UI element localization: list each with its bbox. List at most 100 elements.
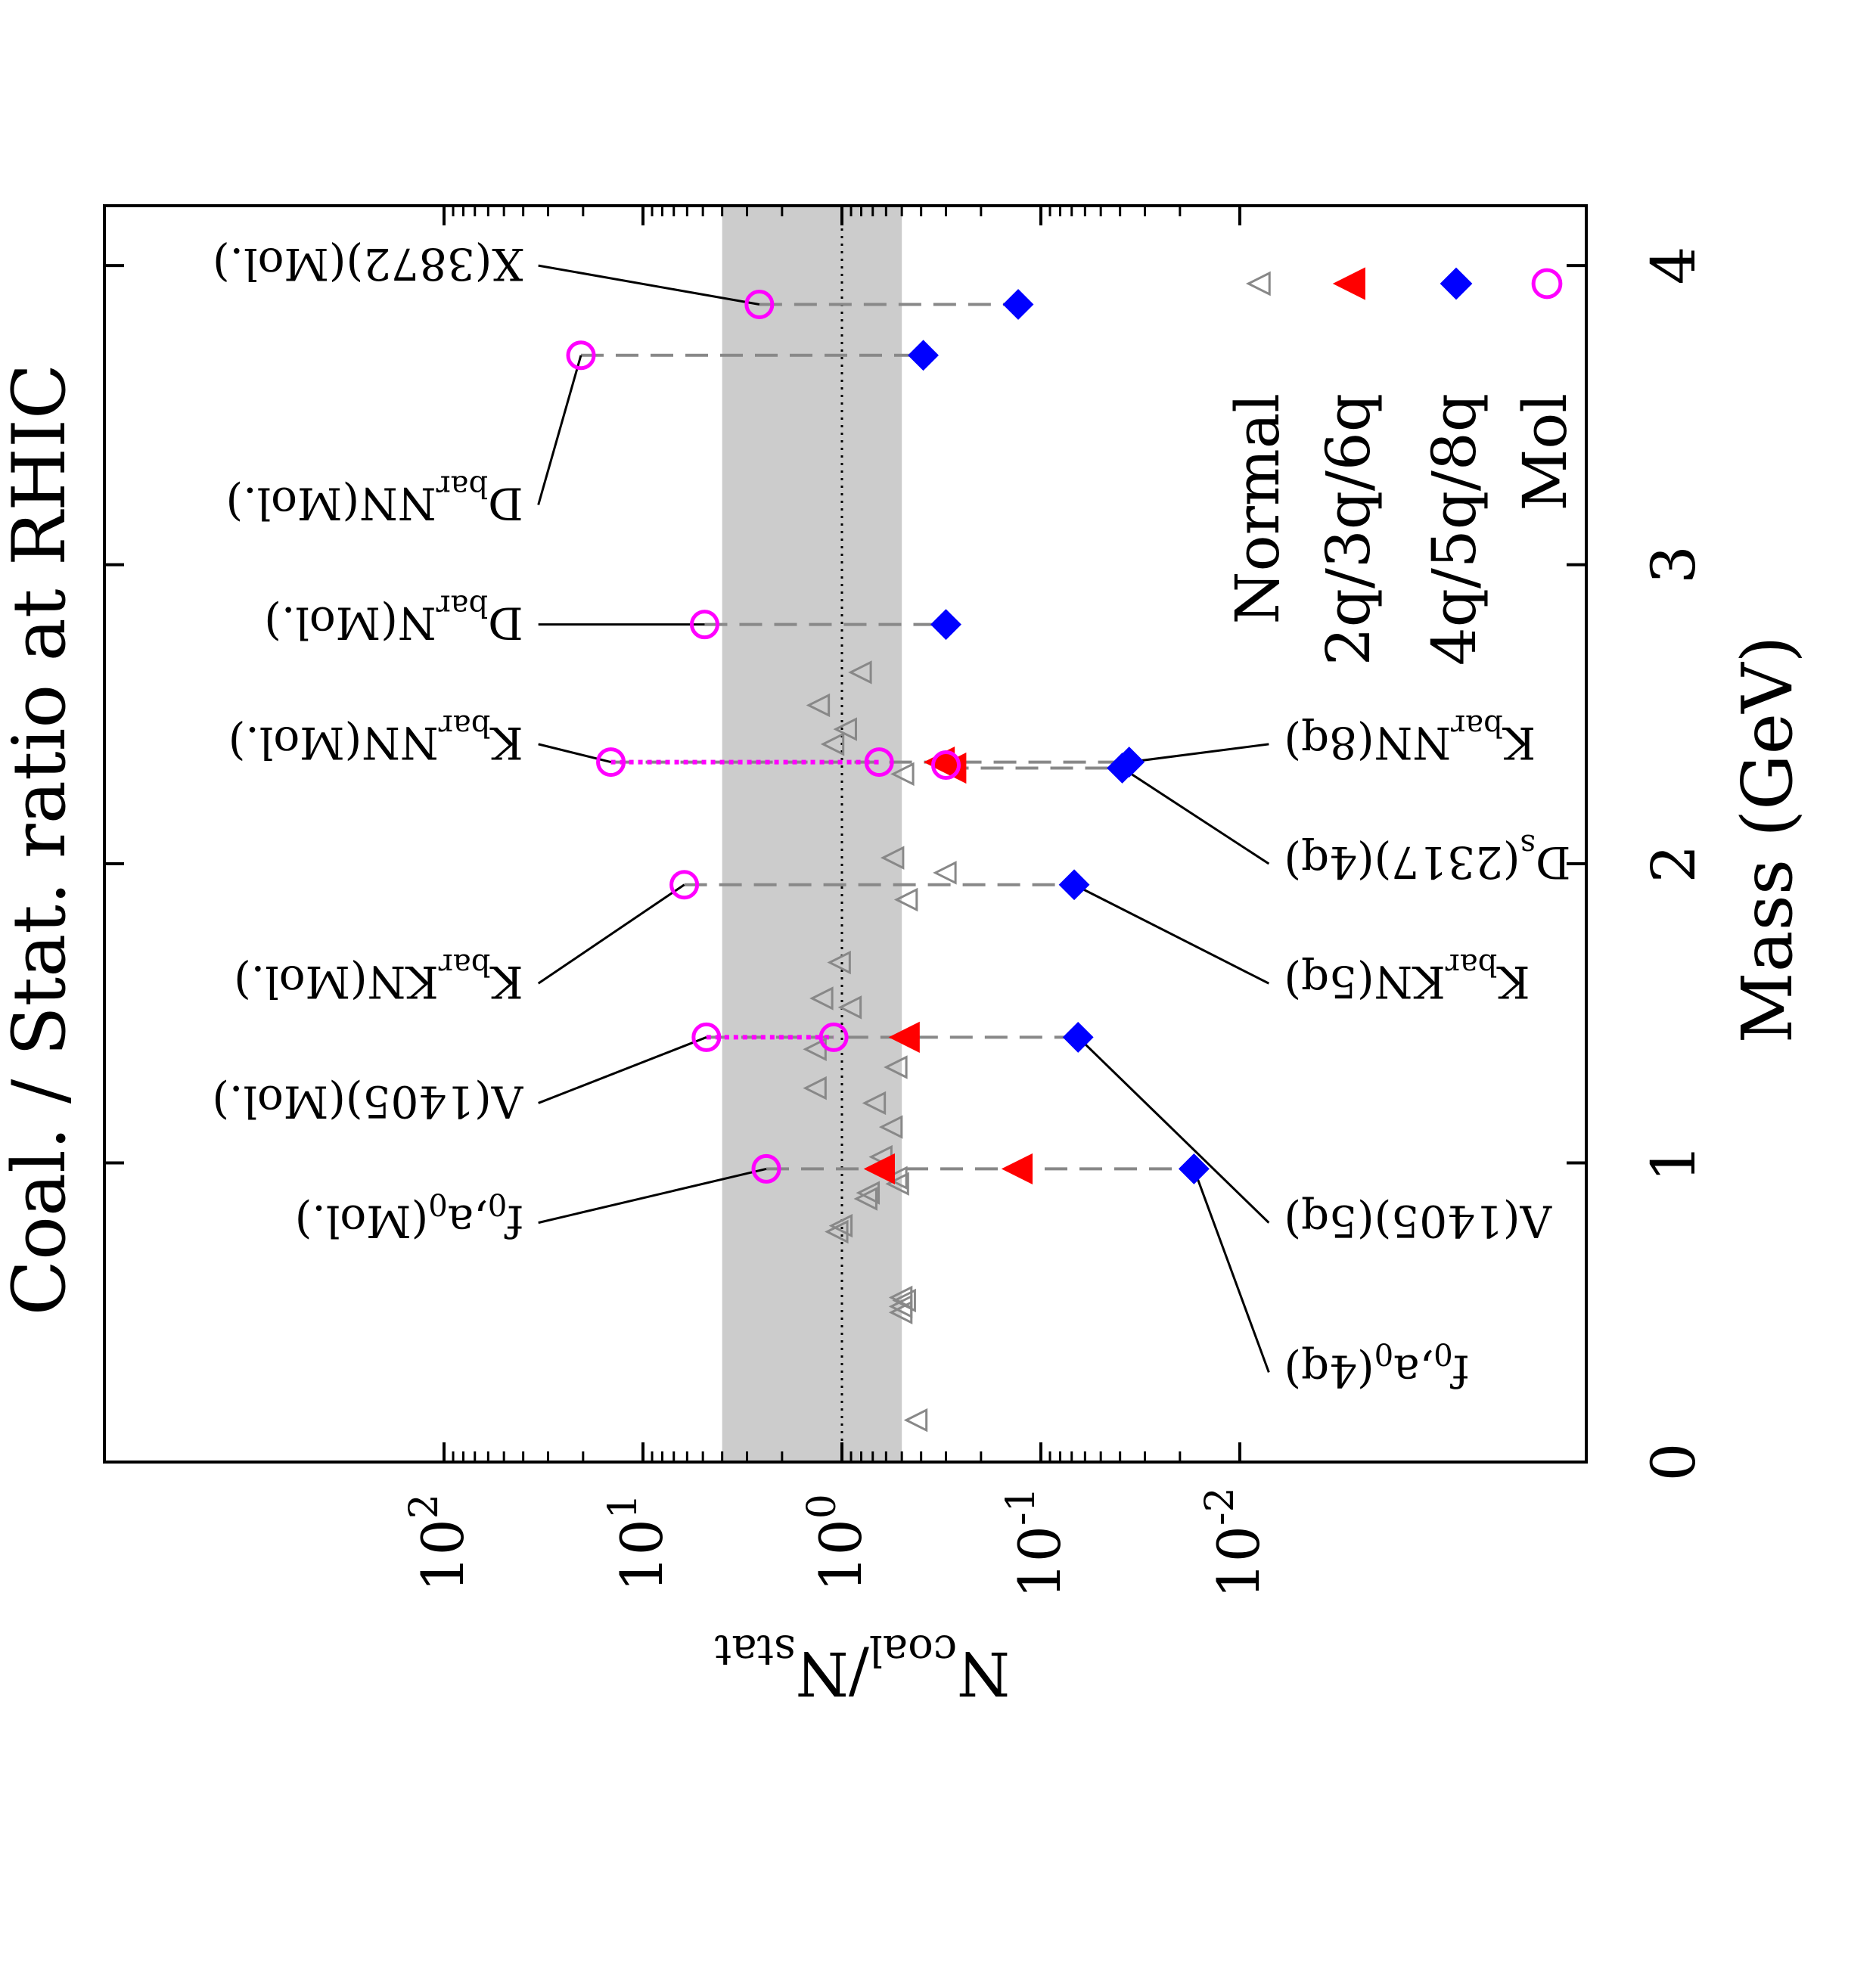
annotation-main: K — [1496, 956, 1530, 1007]
annotation-main: D — [488, 477, 523, 529]
series-2-filled-diamond-point — [1058, 869, 1090, 901]
annotation-text: f0,a0(4q) — [1284, 1336, 1469, 1396]
y-axis-label-sub2: stat — [714, 1625, 796, 1675]
series-3-open-circle-point — [864, 747, 894, 778]
series-3-open-circle-point — [931, 750, 961, 781]
series-0-open-triangle-point — [885, 1172, 909, 1196]
series-0-open-triangle-point — [903, 1408, 928, 1433]
ratio-tick-base: 10 — [608, 1519, 676, 1592]
ratio-tick-text: 10-2 — [1197, 1487, 1272, 1598]
annotation-main: Λ(1405)(Mol.) — [212, 1076, 523, 1127]
plot-frame — [103, 204, 1588, 1464]
series-3-open-circle-point — [689, 610, 719, 640]
series-0-open-triangle-point — [880, 846, 905, 870]
ratio-tick-exp: 2 — [402, 1494, 447, 1519]
legend-marker-1 — [1332, 267, 1365, 300]
ratio-tick-exp: -1 — [999, 1487, 1044, 1526]
annotation-after: ,a — [448, 1196, 488, 1247]
annotation-label: Ds(2317)(4q) — [1284, 827, 1570, 888]
annotation-text: X(3872)(Mol.) — [213, 238, 523, 290]
annotation-main: X(3872)(Mol.) — [213, 238, 523, 290]
series-0-open-triangle-point — [853, 1187, 877, 1211]
series-2-filled-diamond-point — [1062, 1022, 1094, 1053]
y-axis-label: Ncoal/Nstat — [714, 1625, 1010, 1709]
annotation-text: Λ(1405)(5q) — [1284, 1196, 1552, 1247]
series-2-filled-diamond-point — [1178, 1153, 1210, 1184]
y-axis-label-sub1: coal — [869, 1625, 957, 1675]
series-2-filled-diamond-point — [1113, 747, 1145, 778]
series-0-open-triangle-point — [806, 693, 831, 718]
annotation-after: N(Mol.) — [264, 598, 436, 649]
legend-label-0: Normal — [1222, 393, 1293, 625]
annotation-leader-line — [1129, 743, 1269, 764]
mass-tick-label: 0 — [1638, 1443, 1709, 1482]
annotation-main: Λ(1405)(5q) — [1284, 1196, 1552, 1247]
annotation-leader-line — [537, 883, 685, 985]
annotation-text: Ds(2317)(4q) — [1284, 827, 1570, 888]
annotation-after: KN(5q) — [1284, 956, 1445, 1007]
annotation-after: NN(Mol.) — [226, 477, 436, 529]
x-axis-label: Mass (GeV) — [1727, 636, 1808, 1044]
annotation-leader-line — [1192, 1168, 1270, 1373]
series-3-open-circle-point — [566, 340, 596, 371]
series-0-open-triangle-point — [890, 762, 915, 787]
annotation-text: Λ(1405)(Mol.) — [212, 1076, 523, 1127]
annotation-after: ,a — [1393, 1345, 1433, 1396]
annotation-text: f0,a0(Mol.) — [295, 1187, 523, 1247]
y-axis-label-n: N — [957, 1638, 1010, 1709]
ratio-tick-label: 10-2 — [1197, 1487, 1272, 1598]
ratio-tick-text: 10-1 — [999, 1487, 1073, 1598]
annotation-label: Λ(1405)(Mol.) — [212, 1076, 523, 1127]
series-2-filled-diamond-point — [930, 609, 961, 641]
legend-marker-2 — [1440, 267, 1473, 300]
annotation-main: D — [488, 598, 523, 649]
annotation-label: KbarKN(5q) — [1284, 947, 1530, 1007]
series-3-open-circle-point — [691, 1022, 722, 1052]
annotation-sub: bar — [438, 708, 490, 743]
series-0-open-triangle-point — [820, 732, 845, 756]
annotation-sub: bar — [436, 468, 488, 503]
series-0-open-triangle-point — [862, 1091, 887, 1116]
annotation-leader-line — [1073, 883, 1270, 985]
mass-tick-label: 2 — [1638, 845, 1709, 883]
series-3-open-circle-point — [818, 1022, 849, 1052]
ratio-tick-text: 101 — [601, 1494, 676, 1592]
annotation-leader-line — [538, 264, 760, 306]
series-3-open-circle-point — [669, 870, 700, 900]
series-1-filled-triangle-point — [1001, 1153, 1033, 1185]
annotation-leader-line — [538, 1036, 707, 1104]
annotation-after: (2317)(4q) — [1284, 837, 1520, 888]
series-3-open-circle-point — [596, 747, 626, 778]
statistical-band — [722, 206, 902, 1462]
annotation-after: KN(Mol.) — [234, 956, 439, 1007]
series-0-open-triangle-point — [884, 1055, 908, 1079]
ratio-tick-base: 10 — [1205, 1526, 1272, 1599]
annotation-main: K — [1502, 717, 1536, 768]
ratio-tick-label: 100 — [800, 1494, 874, 1592]
chart-title: Coal. / Stat. ratio at RHIC — [0, 364, 82, 1316]
series-0-open-triangle-point — [828, 1213, 853, 1238]
series-0-open-triangle-point — [809, 986, 834, 1010]
ratio-tick-base: 10 — [1006, 1526, 1073, 1599]
annotation-after: NN(Mol.) — [228, 717, 439, 768]
annotation-label: f0,a0(Mol.) — [295, 1187, 523, 1247]
mass-tick-label: 4 — [1638, 247, 1709, 285]
mass-tick-label: 1 — [1638, 1144, 1709, 1182]
annotation-label: KbarNN(8q) — [1284, 708, 1536, 768]
ratio-tick-label: 101 — [601, 1494, 676, 1592]
series-2-filled-diamond-point — [1002, 289, 1034, 320]
annotation-label: KbarNN(Mol.) — [228, 708, 523, 768]
data-markers — [566, 289, 1210, 1433]
ratio-tick-text: 102 — [402, 1494, 477, 1592]
svg-text:Ncoal/Nstat: Ncoal/Nstat — [714, 1625, 1010, 1709]
annotation-sub: s — [1520, 827, 1536, 862]
annotation-sub: 0 — [488, 1187, 507, 1222]
series-2-filled-diamond-point — [908, 340, 939, 371]
annotation-main: f — [505, 1196, 523, 1247]
connector-lines — [581, 303, 1194, 1171]
ratio-tick-base: 10 — [409, 1519, 477, 1592]
annotation-label: X(3872)(Mol.) — [213, 238, 523, 290]
annotation-leader-line — [538, 1167, 767, 1225]
annotation-sub: bar — [436, 588, 488, 623]
